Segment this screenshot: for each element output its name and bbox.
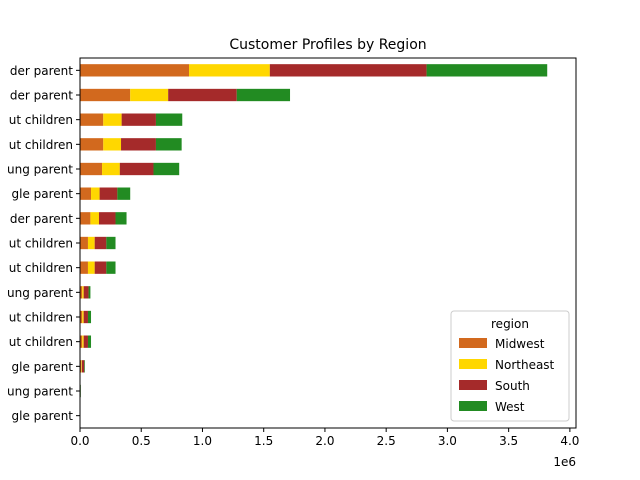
bars-layer bbox=[80, 64, 548, 422]
x-tick-label-8: 4.0 bbox=[560, 434, 579, 448]
x-tick-label-2: 1.0 bbox=[193, 434, 212, 448]
y-tick-label-2: ut children bbox=[9, 113, 73, 127]
y-tick-label-4: ung parent bbox=[7, 163, 73, 177]
bar-northeast-8 bbox=[87, 261, 95, 274]
bar-midwest-1 bbox=[80, 88, 131, 102]
bar-northeast-7 bbox=[87, 236, 95, 250]
x-tick-label-7: 3.5 bbox=[499, 434, 518, 448]
bar-northeast-6 bbox=[90, 212, 99, 225]
bar-midwest-2 bbox=[80, 113, 104, 126]
bar-midwest-12 bbox=[80, 360, 82, 373]
bar-south-0 bbox=[269, 64, 427, 77]
bar-midwest-0 bbox=[80, 64, 189, 77]
x-tick-label-4: 2.0 bbox=[315, 434, 334, 448]
chart-title: Customer Profiles by Region bbox=[229, 37, 426, 53]
bar-west-11 bbox=[87, 335, 92, 348]
bar-south-6 bbox=[98, 212, 116, 225]
bar-midwest-9 bbox=[80, 286, 83, 299]
bar-midwest-8 bbox=[80, 261, 88, 274]
bar-south-8 bbox=[94, 261, 107, 274]
legend-swatch-west bbox=[459, 401, 487, 411]
legend-label-northeast: Northeast bbox=[495, 358, 555, 372]
bar-south-1 bbox=[168, 88, 237, 102]
bar-west-12 bbox=[84, 360, 85, 373]
plot-frame bbox=[79, 57, 577, 429]
bar-south-10 bbox=[83, 310, 88, 324]
bar-northeast-0 bbox=[188, 64, 270, 77]
bar-west-6 bbox=[115, 212, 127, 225]
y-tick-label-9: ung parent bbox=[7, 286, 73, 300]
y-tick-label-3: ut children bbox=[9, 138, 73, 152]
bar-south-9 bbox=[83, 286, 89, 299]
bar-south-12 bbox=[81, 360, 85, 373]
bar-west-4 bbox=[153, 162, 180, 176]
bar-midwest-5 bbox=[80, 187, 92, 200]
bar-south-11 bbox=[83, 335, 88, 348]
bar-south-5 bbox=[99, 187, 118, 200]
legend-swatch-northeast bbox=[459, 359, 487, 369]
x-tick-label-1: 0.5 bbox=[132, 434, 151, 448]
y-tick-label-11: ut children bbox=[9, 335, 73, 349]
bar-northeast-9 bbox=[82, 286, 84, 299]
bar-west-8 bbox=[106, 261, 116, 274]
legend-label-west: West bbox=[495, 400, 525, 414]
bar-northeast-11 bbox=[82, 335, 84, 348]
bar-west-2 bbox=[155, 113, 183, 126]
bar-west-0 bbox=[426, 64, 548, 77]
legend-swatch-midwest bbox=[459, 338, 487, 348]
bar-west-10 bbox=[87, 310, 92, 324]
bar-south-2 bbox=[121, 113, 156, 126]
bar-west-3 bbox=[155, 138, 182, 151]
y-axis: der parent der parent ut children ut childr… bbox=[7, 64, 80, 423]
bar-midwest-3 bbox=[80, 138, 104, 151]
y-tick-label-1: der parent bbox=[10, 89, 73, 103]
bar-northeast-2 bbox=[103, 113, 122, 126]
bar-northeast-10 bbox=[82, 310, 84, 324]
y-tick-label-7: ut children bbox=[9, 237, 73, 251]
bar-northeast-12 bbox=[81, 360, 82, 373]
legend-label-south: South bbox=[495, 379, 530, 393]
y-tick-label-0: der parent bbox=[10, 64, 73, 78]
y-tick-label-10: ut children bbox=[9, 311, 73, 325]
y-tick-label-8: ut children bbox=[9, 261, 73, 275]
bar-west-5 bbox=[117, 187, 131, 200]
bar-midwest-11 bbox=[80, 335, 83, 348]
legend-label-midwest: Midwest bbox=[495, 337, 545, 351]
x-axis: 0.0 0.5 1.0 1.5 2.0 2.5 3.0 3.5 4.0 bbox=[70, 428, 579, 448]
bar-midwest-7 bbox=[80, 236, 88, 250]
bar-northeast-4 bbox=[102, 162, 120, 176]
y-tick-label-13: ung parent bbox=[7, 385, 73, 399]
bar-northeast-1 bbox=[130, 88, 169, 102]
x-tick-label-5: 2.5 bbox=[377, 434, 396, 448]
bar-northeast-3 bbox=[103, 138, 122, 151]
y-tick-label-12: gle parent bbox=[12, 360, 74, 374]
legend: region Midwest Northeast South West bbox=[450, 310, 570, 422]
bar-south-7 bbox=[94, 236, 107, 250]
x-tick-label-3: 1.5 bbox=[254, 434, 273, 448]
y-tick-label-14: gle parent bbox=[12, 409, 74, 423]
x-scale-label: 1e6 bbox=[553, 455, 576, 469]
bar-northeast-5 bbox=[91, 187, 100, 200]
y-tick-label-6: der parent bbox=[10, 212, 73, 226]
bar-midwest-10 bbox=[80, 310, 83, 324]
bar-south-3 bbox=[121, 138, 156, 151]
bar-south-4 bbox=[119, 162, 154, 176]
x-tick-label-6: 3.0 bbox=[438, 434, 457, 448]
x-tick-label-0: 0.0 bbox=[70, 434, 89, 448]
bar-midwest-6 bbox=[80, 212, 91, 225]
legend-title: region bbox=[491, 317, 529, 331]
y-tick-label-5: gle parent bbox=[12, 187, 74, 201]
bar-west-9 bbox=[88, 286, 91, 299]
bar-west-1 bbox=[236, 88, 291, 102]
bar-midwest-4 bbox=[80, 162, 103, 176]
bar-west-7 bbox=[106, 236, 116, 250]
legend-swatch-south bbox=[459, 380, 487, 390]
